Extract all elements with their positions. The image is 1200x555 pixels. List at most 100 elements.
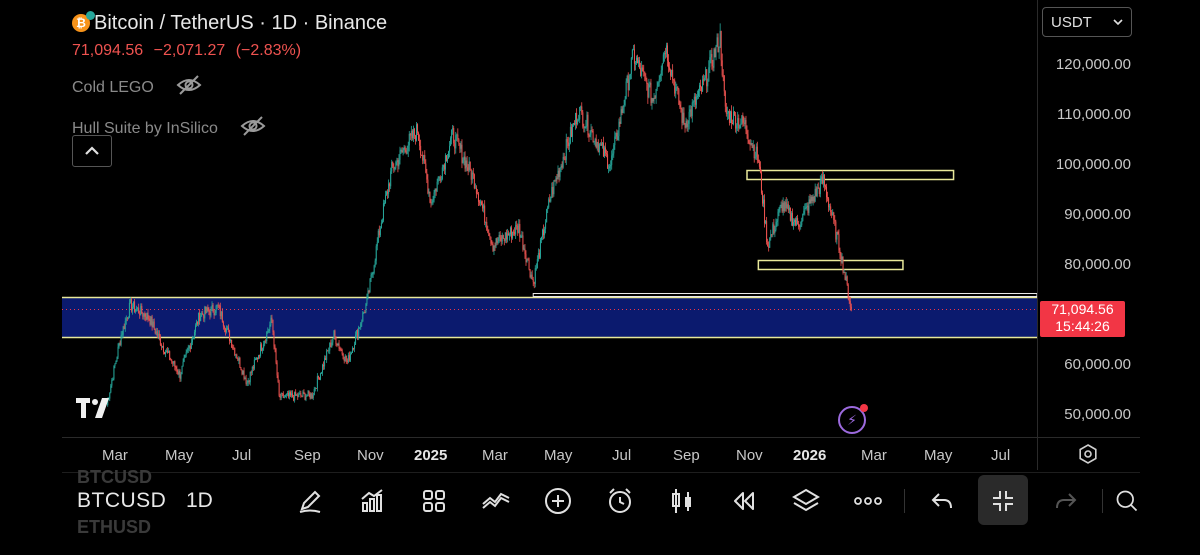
candle-body <box>424 155 426 164</box>
candle-body <box>581 106 583 113</box>
candle-body <box>452 128 454 130</box>
undo-icon[interactable] <box>924 483 960 519</box>
candle-body <box>512 231 514 239</box>
candle-body <box>711 54 713 67</box>
time-tick: Mar <box>102 447 128 464</box>
candle-body <box>396 160 398 163</box>
candle-body <box>293 397 295 401</box>
currency-select[interactable]: USDT <box>1042 7 1132 37</box>
candle-body <box>122 326 124 335</box>
candle-body <box>220 311 222 317</box>
search-icon[interactable] <box>1114 483 1140 519</box>
lightning-icon[interactable]: ⚡ <box>838 404 868 434</box>
indicator-hull-suite[interactable]: Hull Suite by InSilico <box>72 115 387 142</box>
price-axis[interactable]: 120,000.00 110,000.00 100,000.00 90,000.… <box>1037 0 1141 470</box>
eye-off-icon[interactable] <box>176 74 202 101</box>
collapse-legend-button[interactable] <box>72 135 112 167</box>
candle-body <box>389 183 391 187</box>
candle-body <box>281 392 283 394</box>
candle-body <box>462 159 464 163</box>
candle-body <box>662 54 664 64</box>
candle-body <box>170 359 172 361</box>
candle-body <box>801 220 803 226</box>
candle-body <box>373 265 375 273</box>
candle-body <box>558 170 560 177</box>
compare-icon[interactable] <box>478 483 514 519</box>
symbol-title-row[interactable]: ₿ Bitcoin / TetherUS · 1D · Binance <box>72 10 387 36</box>
chart-canvas[interactable] <box>62 0 1037 437</box>
candle-body <box>641 67 643 76</box>
indicators-icon[interactable] <box>354 483 390 519</box>
indicator-cold-lego[interactable]: Cold LEGO <box>72 74 387 101</box>
candle-body <box>623 104 625 108</box>
candle-body <box>418 132 420 141</box>
candle-body <box>450 138 452 146</box>
candle-body <box>419 140 421 146</box>
candle-body <box>805 206 807 209</box>
candle-body <box>433 192 435 201</box>
candle-body <box>546 209 548 223</box>
candle-body <box>265 340 267 342</box>
candle-body <box>680 107 682 110</box>
redo-icon[interactable] <box>1048 483 1084 519</box>
candle-body <box>818 188 820 194</box>
candle-body <box>279 395 281 398</box>
candle-body <box>440 179 442 181</box>
more-icon[interactable] <box>850 483 886 519</box>
candle-body <box>171 360 173 362</box>
candle-body <box>723 75 725 92</box>
candle-body <box>408 133 410 146</box>
candle-body <box>848 298 850 302</box>
candle-body <box>181 365 183 375</box>
candle-body <box>343 359 345 361</box>
candle-body <box>507 233 509 236</box>
collapse-icon[interactable] <box>985 483 1021 519</box>
candle-body <box>556 177 558 179</box>
candle-body <box>198 312 200 325</box>
candle-body <box>740 123 742 126</box>
candle-body <box>850 306 852 310</box>
candle-body <box>766 221 768 243</box>
symbol-title[interactable]: Bitcoin / TetherUS · 1D · Binance <box>94 11 388 34</box>
candle-body <box>127 317 129 319</box>
candle-body <box>846 276 848 285</box>
chart-settings-icon[interactable] <box>1078 444 1098 469</box>
candle-body <box>781 204 783 212</box>
candle-body <box>255 357 257 360</box>
time-axis[interactable]: Mar May Jul Sep Nov 2025 Mar May Jul Sep… <box>62 437 1140 472</box>
templates-icon[interactable] <box>416 483 452 519</box>
candle-body <box>363 312 365 313</box>
interval-selector[interactable]: 1D <box>186 489 213 512</box>
price-chart[interactable] <box>62 0 1037 437</box>
drawing-pen-icon[interactable] <box>292 483 328 519</box>
candle-body <box>553 180 555 195</box>
candle-body <box>403 147 405 151</box>
alert-clock-icon[interactable] <box>602 483 638 519</box>
candle-body <box>599 143 601 145</box>
eye-off-icon[interactable] <box>240 115 266 142</box>
replay-icon[interactable] <box>726 483 762 519</box>
candle-body <box>589 134 591 137</box>
time-tick: Mar <box>861 447 887 464</box>
layers-icon[interactable] <box>788 483 824 519</box>
candle-body <box>629 73 631 79</box>
price-tick: 90,000.00 <box>1064 206 1131 223</box>
candle-body <box>509 227 511 235</box>
candle-body <box>704 77 706 81</box>
candle-body <box>832 212 834 216</box>
candle-body <box>725 106 727 114</box>
candle-body <box>771 234 773 236</box>
candle-body <box>451 129 453 139</box>
candle-body <box>271 317 273 320</box>
add-icon[interactable] <box>540 483 576 519</box>
candle-body <box>779 206 781 210</box>
symbol-selector[interactable]: BTCUSD <box>77 489 167 512</box>
candle-body <box>358 327 360 337</box>
candle-body <box>497 241 499 243</box>
candle-body <box>468 161 470 171</box>
candle-type-icon[interactable] <box>664 483 700 519</box>
collapse-button[interactable] <box>978 475 1028 525</box>
candle-body <box>245 378 247 384</box>
candle-body <box>533 281 535 284</box>
candle-body <box>360 323 362 328</box>
